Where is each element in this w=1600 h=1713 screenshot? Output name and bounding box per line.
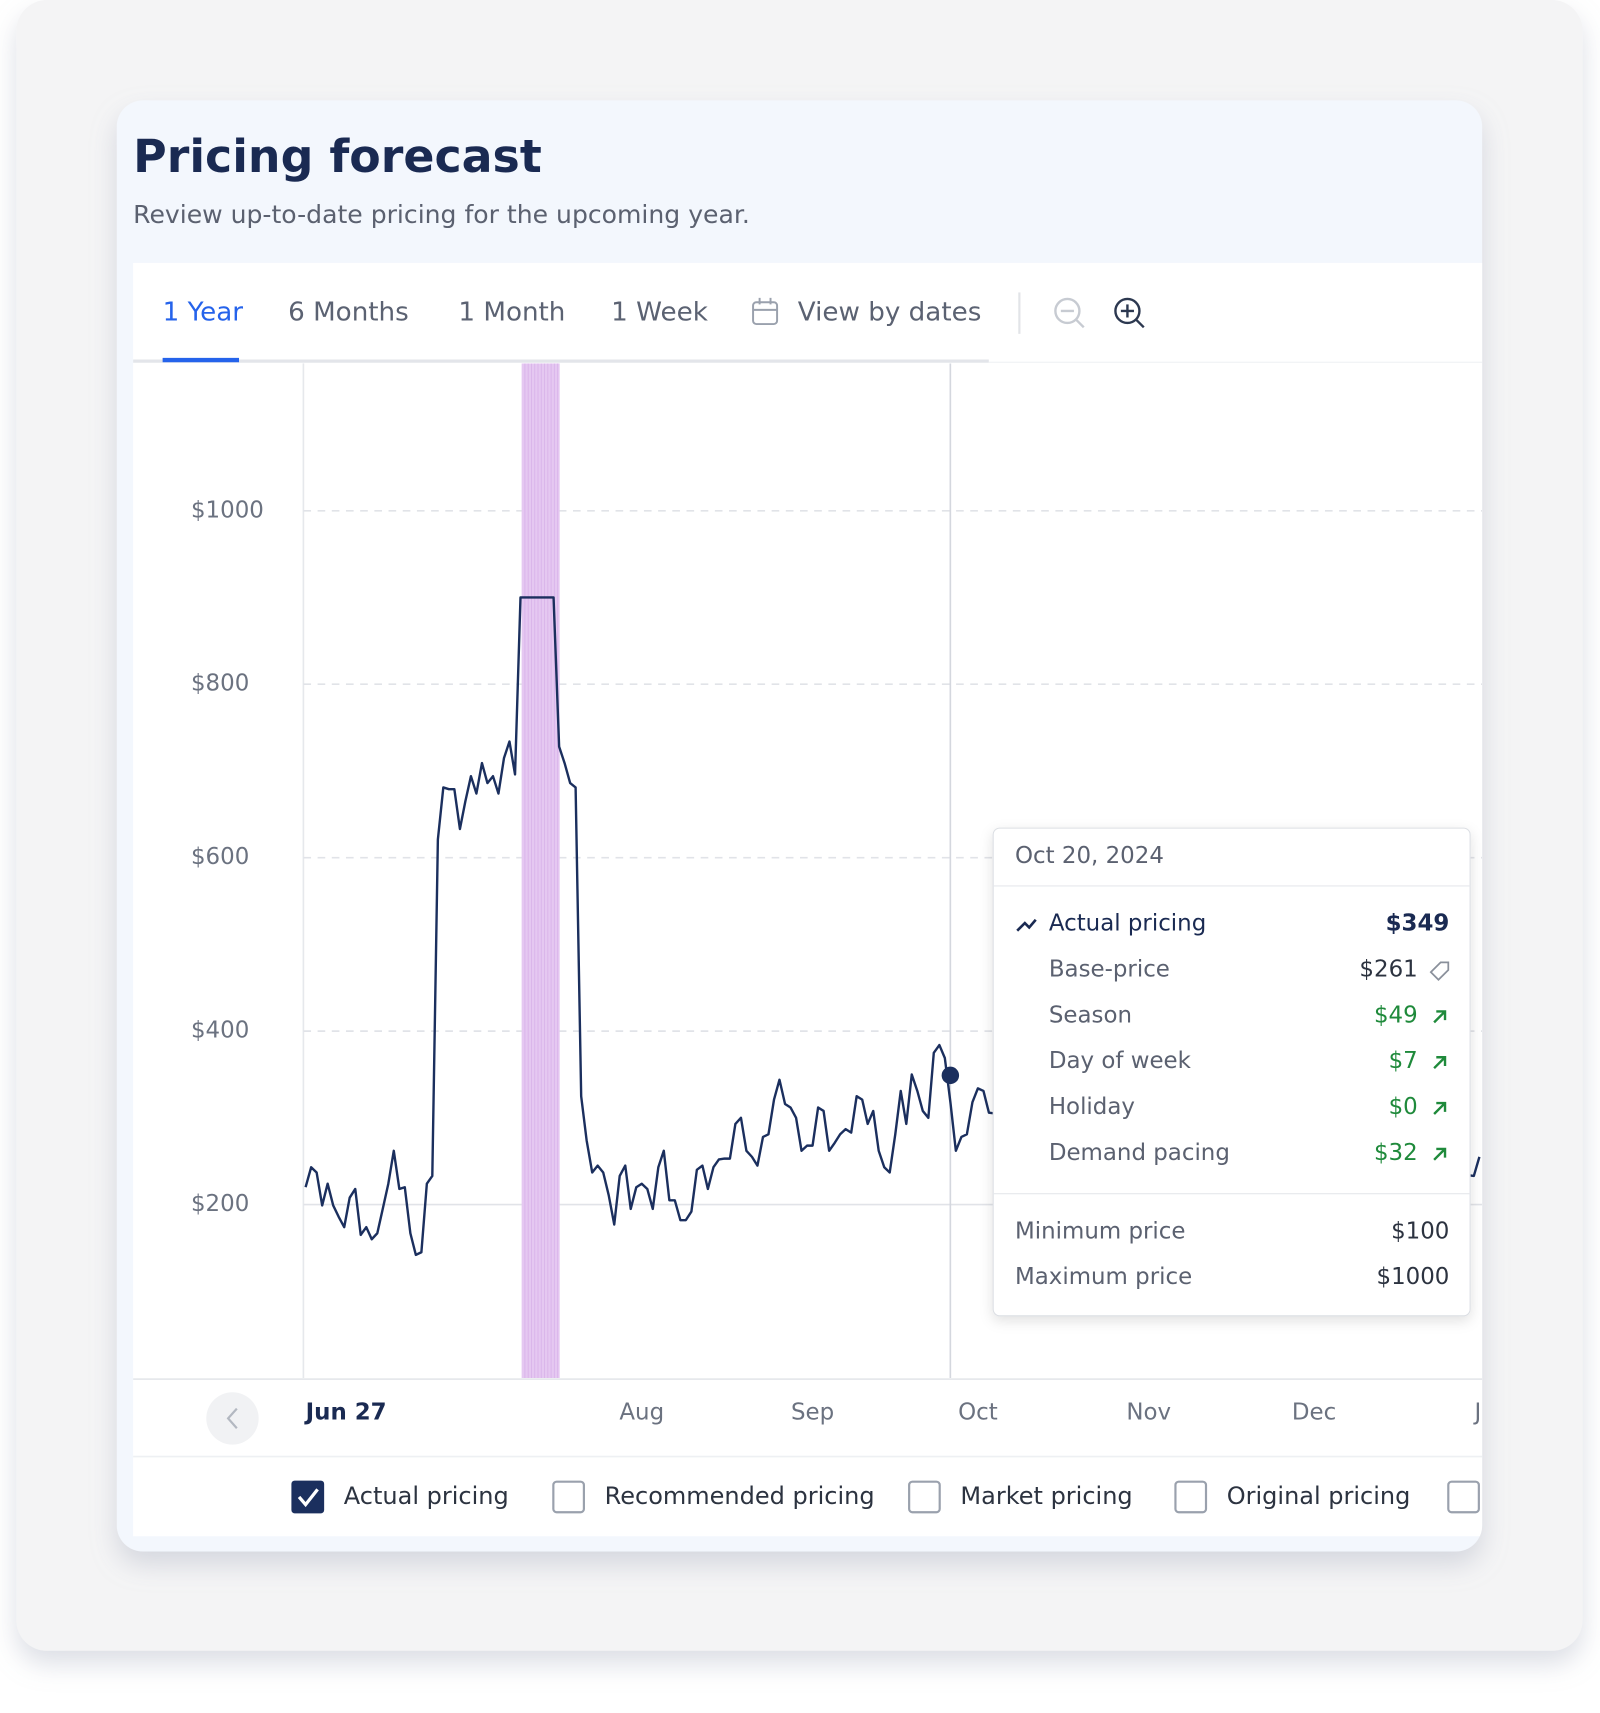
- zoom-out[interactable]: [1054, 297, 1085, 329]
- arrow-icon: [1433, 1010, 1447, 1024]
- legend-label: Market pricing: [960, 1482, 1132, 1510]
- x-tick-label: Ja: [1472, 1399, 1495, 1425]
- tooltip-label: Demand pacing: [1049, 1140, 1230, 1166]
- tooltip-value: $7: [1389, 1048, 1418, 1074]
- check-icon: [297, 1488, 319, 1508]
- checkbox[interactable]: [1447, 1480, 1480, 1514]
- limit-value: $1000: [1377, 1264, 1450, 1290]
- y-tick-label: $800: [191, 671, 249, 697]
- back-button[interactable]: [206, 1392, 259, 1445]
- y-tick-label: $1000: [191, 497, 264, 523]
- y-tick-label: $600: [191, 844, 249, 870]
- arrow-icon: [1433, 1056, 1447, 1070]
- legend: Actual pricing Recommended pricing Market…: [291, 1480, 1480, 1514]
- tooltip: Oct 20, 2024 Actual pricing $349 Base-pric…: [992, 827, 1471, 1317]
- limit-label: Minimum price: [1015, 1218, 1185, 1244]
- tooltip-date: Oct 20, 2024: [1015, 843, 1164, 869]
- x-tick-label: Jun 27: [304, 1399, 387, 1425]
- tab[interactable]: 1 Year: [163, 298, 244, 328]
- tooltip-label: Holiday: [1049, 1094, 1135, 1120]
- tab[interactable]: 6 Months: [288, 298, 409, 328]
- tab-underline: [162, 357, 240, 363]
- arrow-icon: [1433, 1101, 1447, 1115]
- tooltip-value: $349: [1386, 911, 1450, 937]
- title: Pricing forecast: [133, 129, 542, 183]
- tab[interactable]: 1 Week: [611, 298, 709, 328]
- tooltip-value: $0: [1389, 1094, 1418, 1120]
- x-tick-label: Dec: [1292, 1399, 1336, 1425]
- legend-label: Recommended pricing: [605, 1482, 875, 1510]
- tooltip-value: $49: [1374, 1002, 1418, 1028]
- tooltip-label: Actual pricing: [1049, 911, 1206, 937]
- legend-label: Actual pricing: [344, 1482, 509, 1510]
- subtitle: Review up-to-date pricing for the upcomi…: [133, 200, 750, 229]
- checkbox-checked[interactable]: [291, 1480, 325, 1514]
- tooltip-label: Season: [1049, 1002, 1132, 1028]
- y-tick-label: $200: [191, 1191, 249, 1217]
- card-content: Pricing forecast Review up-to-date prici…: [133, 129, 1495, 1537]
- tooltip-label: Base-price: [1049, 956, 1170, 982]
- tooltip-value: $261: [1359, 956, 1417, 982]
- tag-icon: [1429, 961, 1450, 982]
- legend-label: Original pricing: [1227, 1482, 1411, 1510]
- tooltip-label: Day of week: [1049, 1048, 1192, 1074]
- hover-dot: [941, 1066, 960, 1085]
- x-tick-label: Oct: [958, 1399, 998, 1425]
- y-tick-label: $400: [191, 1018, 249, 1044]
- trend-icon: [1016, 918, 1037, 932]
- zoom-in[interactable]: [1114, 297, 1145, 329]
- checkbox[interactable]: [1174, 1480, 1208, 1514]
- x-tick-label: Aug: [619, 1399, 664, 1425]
- back-icon: [226, 1407, 238, 1429]
- tooltip-value: $32: [1374, 1140, 1418, 1166]
- x-tick-label: Nov: [1126, 1399, 1171, 1425]
- x-tick-label: Sep: [791, 1399, 834, 1425]
- tab[interactable]: 1 Month: [458, 298, 565, 328]
- price-line: [304, 596, 1481, 1257]
- checkbox[interactable]: [908, 1480, 941, 1514]
- limit-value: $100: [1391, 1218, 1449, 1244]
- checkbox[interactable]: [552, 1480, 585, 1514]
- arrow-icon: [1433, 1147, 1447, 1161]
- tab[interactable]: View by dates: [798, 298, 982, 328]
- calendar-icon: [752, 297, 779, 326]
- limit-label: Maximum price: [1015, 1264, 1192, 1290]
